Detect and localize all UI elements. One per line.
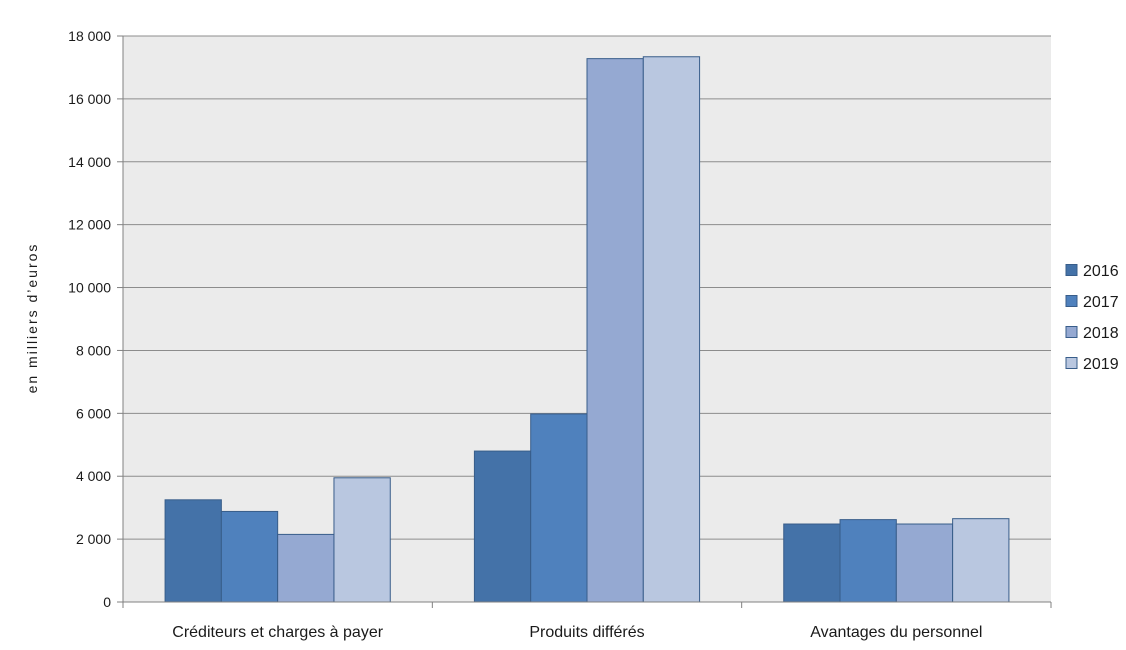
axes-group: 0 2 000 4 000 6 000 8 000 10 000 12 000 14 000 1…	[68, 28, 1052, 641]
x-category-label: Avantages du personnel	[810, 624, 982, 641]
y-tick-label: 12 000	[68, 217, 111, 233]
x-category-label: Produits différés	[529, 624, 644, 641]
y-tick-label: 4 000	[76, 468, 111, 484]
x-category-label: Créditeurs et charges à payer	[172, 624, 383, 641]
y-tick-label: 8 000	[76, 342, 111, 358]
bar	[839, 519, 897, 603]
legend-label: 2016	[1083, 263, 1119, 280]
bar	[473, 450, 532, 603]
legend-swatch	[1065, 326, 1078, 338]
legend-swatch	[1065, 295, 1078, 307]
bar	[164, 499, 222, 603]
legend: 2016 2017 2018 2019	[1065, 263, 1119, 373]
legend-label: 2017	[1083, 294, 1119, 311]
bars-group	[164, 56, 1010, 603]
bar	[277, 533, 335, 603]
y-tick-label: 18 000	[68, 28, 111, 44]
bar	[783, 523, 841, 603]
y-tick-label: 0	[103, 594, 111, 610]
y-tick-label: 10 000	[68, 280, 111, 296]
legend-label: 2019	[1083, 356, 1119, 373]
bar	[642, 56, 701, 603]
bar	[333, 477, 391, 603]
legend-swatch	[1065, 357, 1078, 369]
legend-label: 2018	[1083, 325, 1119, 342]
y-tick-label: 16 000	[68, 91, 111, 107]
legend-swatch	[1065, 264, 1078, 276]
y-tick-label: 2 000	[76, 531, 111, 547]
y-tick-label: 14 000	[68, 154, 111, 170]
bar	[586, 58, 644, 603]
bar	[220, 510, 279, 603]
bar	[530, 413, 588, 603]
bar	[952, 518, 1010, 603]
y-axis-label: en milliers d’euros	[24, 243, 40, 394]
bar	[895, 523, 954, 603]
y-tick-label: 6 000	[76, 405, 111, 421]
